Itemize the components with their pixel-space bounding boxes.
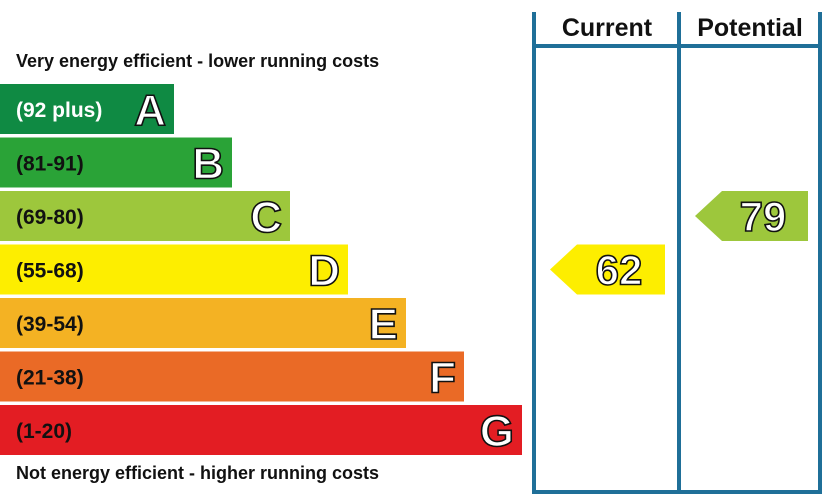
band-c: (69-80) C	[0, 191, 290, 243]
band-g: (1-20) G	[0, 405, 522, 457]
band-b: (81-91) B	[0, 137, 232, 189]
band-e: (39-54) E	[0, 298, 406, 350]
band-d-letter: D	[308, 247, 340, 296]
current-header: Current	[562, 14, 653, 42]
potential-rating-value: 79	[740, 193, 787, 240]
potential-header: Potential	[697, 14, 803, 42]
band-f: (21-38) F	[0, 351, 464, 403]
potential-rating-arrow	[695, 191, 808, 241]
rating-markers: 62 79	[550, 191, 808, 295]
band-e-letter: E	[369, 300, 398, 349]
band-d: (55-68) D	[0, 244, 348, 296]
band-c-range: (69-80)	[16, 206, 84, 229]
band-e-bar	[0, 298, 406, 348]
band-c-bar	[0, 191, 290, 241]
band-f-letter: F	[429, 354, 456, 403]
band-c-letter: C	[250, 193, 282, 242]
band-f-bar	[0, 351, 464, 402]
band-b-bar	[0, 137, 232, 188]
rating-bands: (92 plus) A(81-91) B(69-80) C(55-68) D(39-54…	[0, 84, 522, 457]
band-f-range: (21-38)	[16, 367, 84, 390]
band-g-bar	[0, 405, 522, 455]
band-e-range: (39-54)	[16, 313, 84, 336]
bottom-caption: Not energy efficient - higher running co…	[16, 463, 379, 483]
current-rating-arrow	[550, 244, 665, 295]
top-caption: Very energy efficient - lower running co…	[16, 51, 379, 71]
current-rating-value: 62	[596, 247, 643, 294]
band-d-bar	[0, 244, 348, 295]
band-b-letter: B	[192, 140, 224, 189]
band-a-range: (92 plus)	[16, 99, 102, 122]
band-a: (92 plus) A	[0, 84, 174, 136]
band-a-bar	[0, 84, 174, 134]
band-g-range: (1-20)	[16, 420, 72, 443]
band-d-range: (55-68)	[16, 260, 84, 283]
current-rating: 62	[550, 244, 665, 295]
band-g-letter: G	[480, 407, 514, 456]
potential-rating: 79	[695, 191, 808, 241]
band-a-letter: A	[134, 86, 166, 135]
band-b-range: (81-91)	[16, 153, 84, 176]
chart-frame	[532, 12, 822, 494]
